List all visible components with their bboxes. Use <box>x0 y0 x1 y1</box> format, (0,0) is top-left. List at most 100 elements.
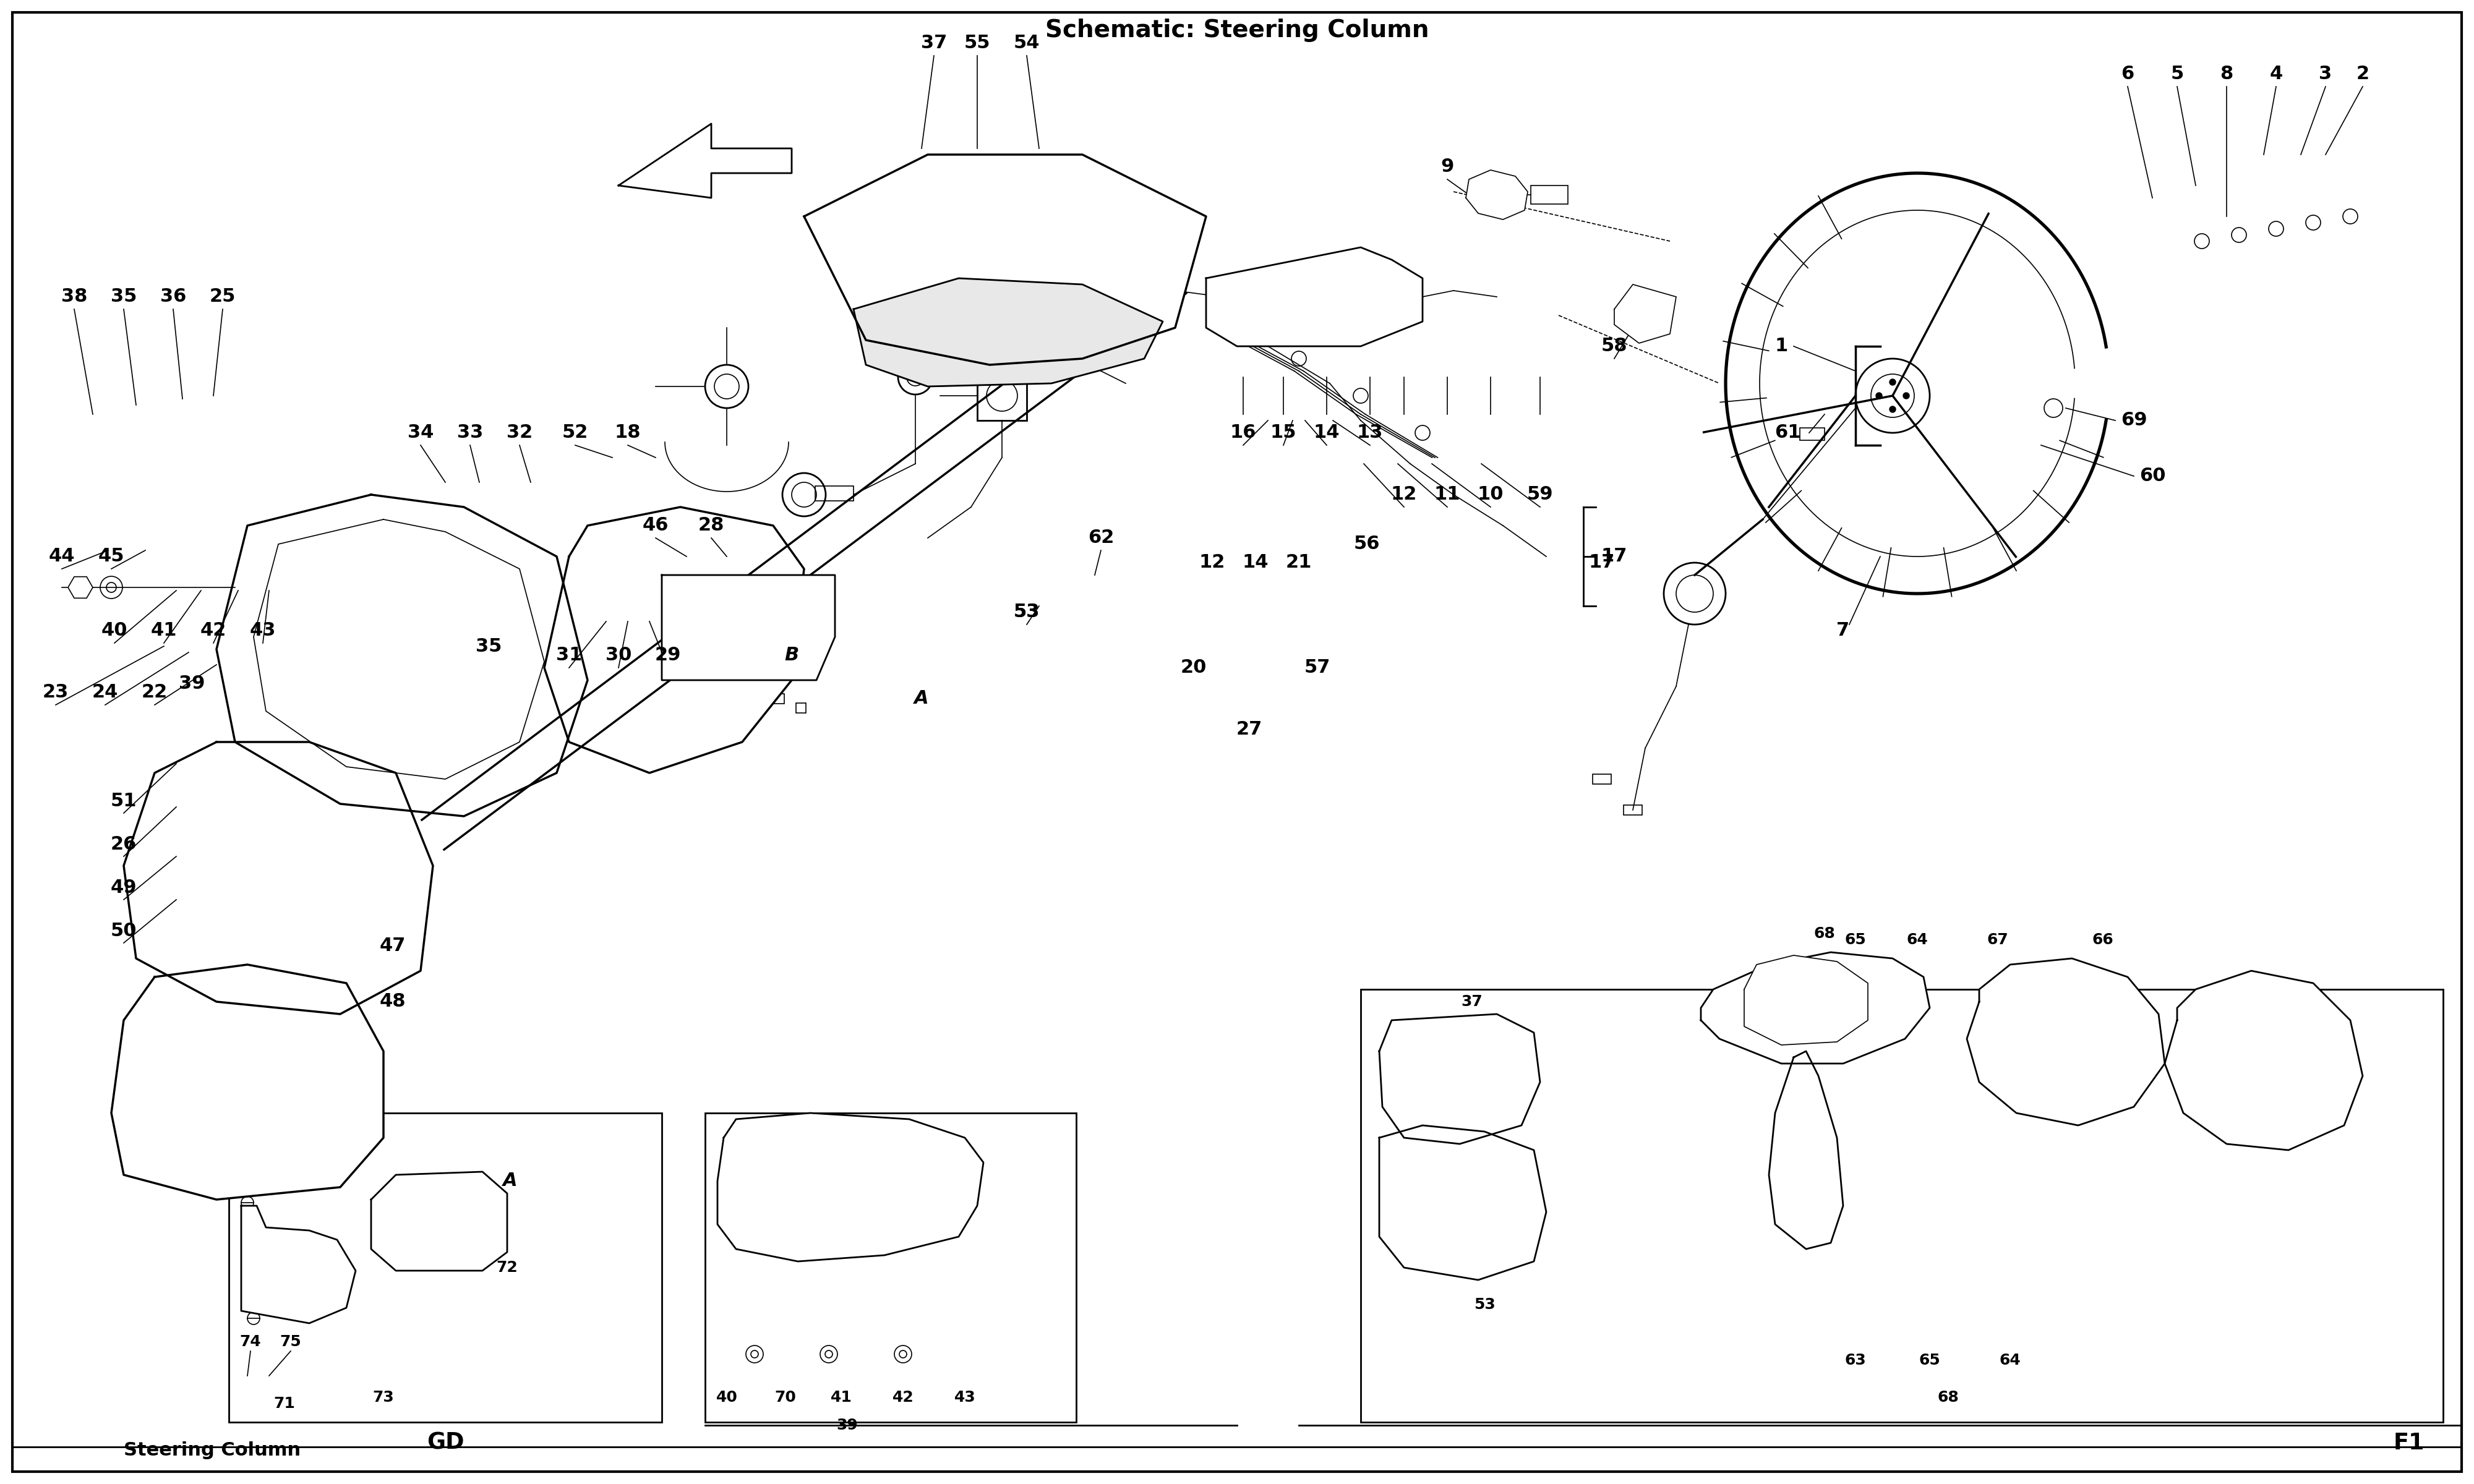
Text: 63: 63 <box>1846 1353 1865 1368</box>
Text: 74: 74 <box>240 1334 262 1349</box>
Text: 19: 19 <box>1106 350 1133 368</box>
Text: 65: 65 <box>1846 932 1865 947</box>
Polygon shape <box>804 154 1207 365</box>
Text: 17: 17 <box>1588 554 1616 571</box>
Text: 44: 44 <box>49 548 74 565</box>
Text: 4: 4 <box>2269 65 2284 83</box>
Text: 42: 42 <box>893 1391 913 1405</box>
Polygon shape <box>111 965 383 1199</box>
Text: 61: 61 <box>1774 424 1801 442</box>
Polygon shape <box>371 1172 507 1270</box>
Text: 39: 39 <box>178 674 205 692</box>
Text: 24: 24 <box>92 684 119 702</box>
Polygon shape <box>242 1205 356 1324</box>
Text: 39: 39 <box>836 1417 858 1432</box>
Polygon shape <box>124 742 433 1014</box>
Text: 28: 28 <box>698 516 725 534</box>
Text: 8: 8 <box>2219 65 2234 83</box>
Text: A: A <box>915 690 928 708</box>
Text: 43: 43 <box>955 1391 975 1405</box>
Text: 51: 51 <box>111 792 136 810</box>
Polygon shape <box>663 574 836 680</box>
Polygon shape <box>717 1113 985 1261</box>
Text: 55: 55 <box>965 34 990 52</box>
Text: 13: 13 <box>1356 424 1383 442</box>
Text: 12: 12 <box>1390 485 1418 503</box>
Text: 64: 64 <box>1999 1353 2021 1368</box>
Text: 14: 14 <box>1314 424 1341 442</box>
Polygon shape <box>69 577 94 598</box>
Polygon shape <box>1380 1125 1546 1279</box>
Text: 57: 57 <box>1304 659 1331 677</box>
Text: 40: 40 <box>715 1391 737 1405</box>
Text: 52: 52 <box>562 424 589 442</box>
Text: 9: 9 <box>1440 157 1455 177</box>
Bar <box>1801 427 1826 441</box>
Bar <box>732 675 742 686</box>
Text: 37: 37 <box>920 34 948 52</box>
Text: Steering Column: Steering Column <box>124 1441 302 1459</box>
Text: 73: 73 <box>374 1391 393 1405</box>
Bar <box>713 626 722 635</box>
Bar <box>666 647 675 657</box>
Text: 7: 7 <box>1836 622 1851 640</box>
Circle shape <box>1890 378 1895 386</box>
Text: 38: 38 <box>62 288 87 306</box>
Text: GD: GD <box>426 1432 465 1454</box>
Polygon shape <box>1967 959 2165 1125</box>
Text: 53: 53 <box>1014 603 1039 622</box>
Text: 32: 32 <box>507 424 532 442</box>
Bar <box>228 1113 663 1422</box>
Text: 6: 6 <box>2120 65 2135 83</box>
Text: 66: 66 <box>2093 932 2113 947</box>
Text: 33: 33 <box>458 424 482 442</box>
Text: 72: 72 <box>497 1260 517 1275</box>
Polygon shape <box>1744 956 1868 1045</box>
Bar <box>797 703 807 712</box>
Text: 71: 71 <box>275 1396 294 1411</box>
Bar <box>1623 804 1643 815</box>
Polygon shape <box>1613 285 1677 343</box>
Text: 60: 60 <box>2140 467 2165 485</box>
Circle shape <box>1875 393 1883 399</box>
Text: 3: 3 <box>2318 65 2333 83</box>
Bar <box>1593 775 1611 784</box>
Text: 65: 65 <box>1920 1353 1940 1368</box>
Text: 59: 59 <box>1526 485 1554 503</box>
Text: 75: 75 <box>280 1334 302 1349</box>
Polygon shape <box>218 494 589 816</box>
Text: 67: 67 <box>1987 932 2009 947</box>
Text: 50: 50 <box>111 922 136 939</box>
Text: B: B <box>250 1241 265 1258</box>
Text: 18: 18 <box>614 424 641 442</box>
Bar <box>764 626 774 635</box>
Bar <box>977 371 1027 420</box>
Text: 1: 1 <box>1774 337 1789 355</box>
Polygon shape <box>1465 171 1529 220</box>
Text: 69: 69 <box>2120 411 2147 429</box>
Text: 27: 27 <box>1237 721 1262 739</box>
Text: 49: 49 <box>111 879 136 896</box>
Text: 30: 30 <box>606 647 631 665</box>
Text: 40: 40 <box>101 622 129 640</box>
Text: 68: 68 <box>1937 1391 1959 1405</box>
Bar <box>1286 312 1336 337</box>
Polygon shape <box>2165 971 2363 1150</box>
Polygon shape <box>1702 953 1930 1064</box>
Text: 46: 46 <box>643 516 668 534</box>
Text: 53: 53 <box>1014 603 1039 622</box>
Bar <box>661 626 670 635</box>
Text: 48: 48 <box>379 993 406 1011</box>
Polygon shape <box>618 123 792 197</box>
Text: 43: 43 <box>250 622 277 640</box>
Text: 14: 14 <box>1242 554 1269 571</box>
Text: 29: 29 <box>656 647 680 665</box>
Polygon shape <box>1380 1014 1539 1144</box>
Text: 5: 5 <box>2170 65 2185 83</box>
Text: Schematic: Steering Column: Schematic: Steering Column <box>1044 18 1430 42</box>
Polygon shape <box>1769 1051 1843 1250</box>
Text: 42: 42 <box>200 622 228 640</box>
Bar <box>774 693 784 703</box>
Bar <box>1361 990 2444 1422</box>
Text: 70: 70 <box>774 1391 797 1405</box>
